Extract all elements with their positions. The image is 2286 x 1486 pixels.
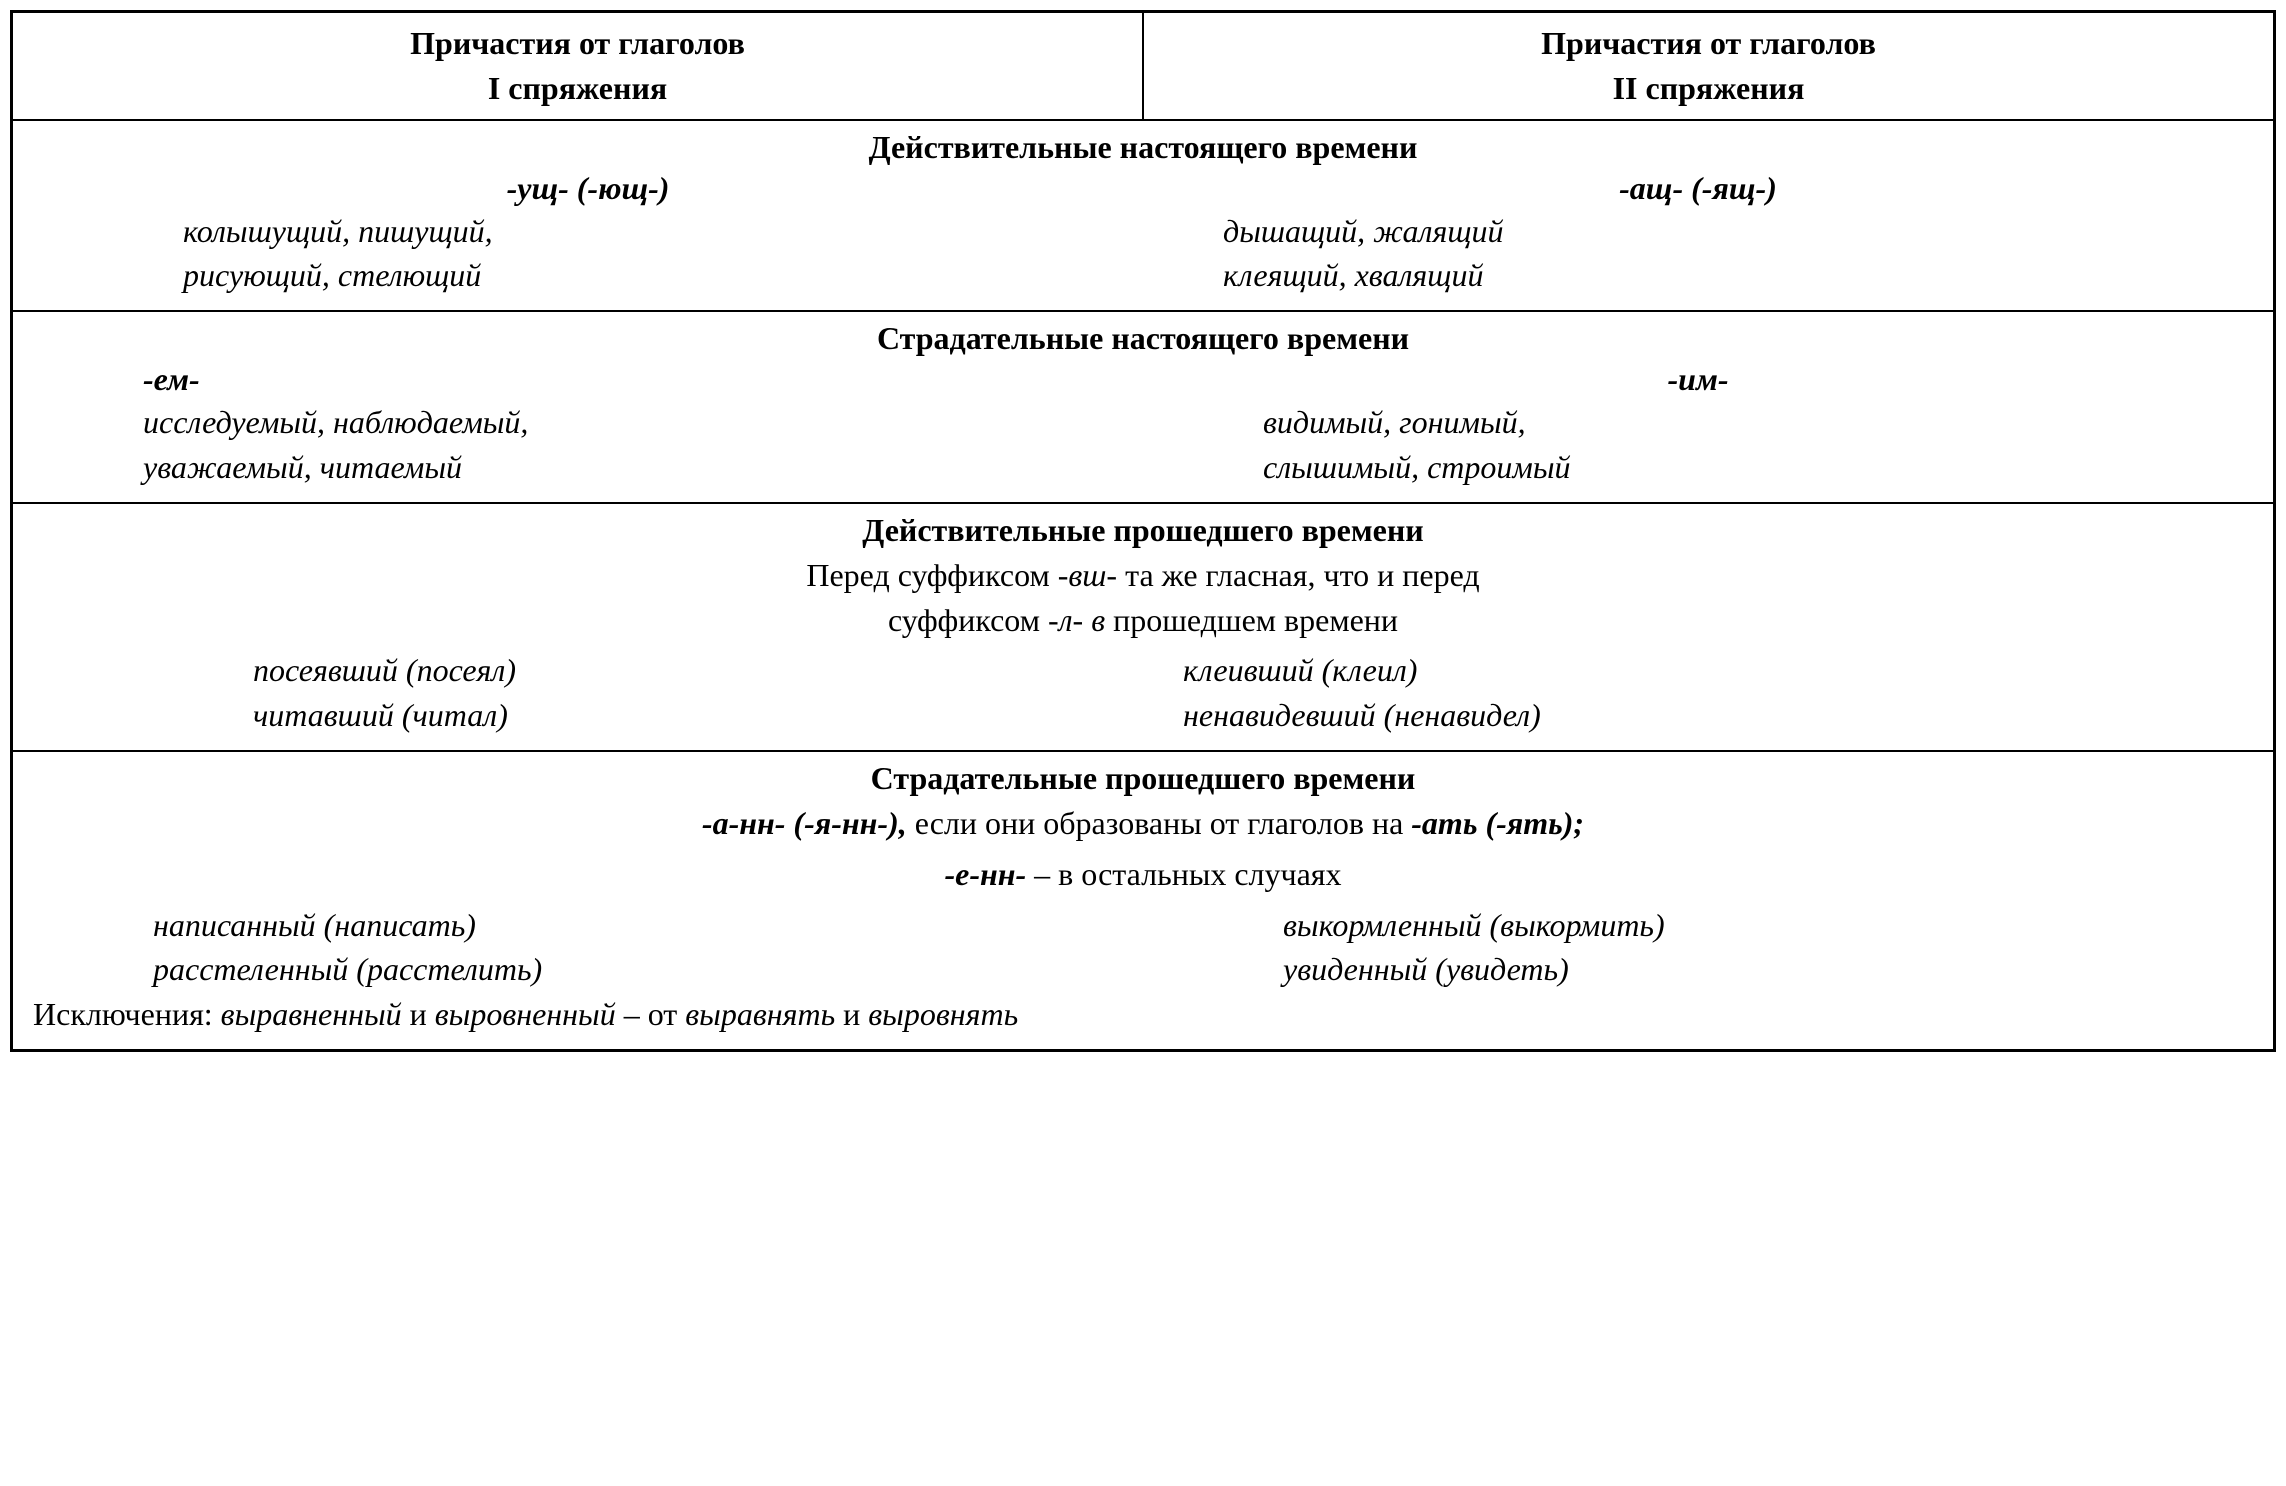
section1-right-ex1: дышащий, жалящий [1223,209,2233,254]
section2-right-suffix: -им- [1163,361,2233,398]
section3-left-ex1: посеявший (посеял) [253,648,1123,693]
section4-left: написанный (написать) расстеленный (расс… [33,903,1143,993]
section1-right-ex2: клеящий, хвалящий [1223,253,2233,298]
section4-right-ex1: выкормленный (выкормить) [1283,903,2233,948]
section3-right-ex2: ненавидевший (ненавидел) [1183,693,2233,738]
section4-left-ex1: написанный (написать) [153,903,1123,948]
section3-rule: Перед суффиксом -вш- та же гласная, что … [33,553,2253,643]
section2-left-suffix: -ем- [53,361,1123,398]
section4-right: выкормленный (выкормить) увиденный (увид… [1143,903,2253,993]
header-left-line2: I спряжения [25,66,1130,111]
section2-right-ex1: видимый, гонимый, [1263,400,2233,445]
section3-rule-suf2: -л- в [1048,602,1105,638]
section4-rule1-suf: -а-нн- (-я-нн-), [702,805,907,841]
section4-rule1-end: -ать (-ять); [1411,805,1584,841]
section2-title: Страдательные настоящего времени [33,320,2253,357]
section1-left-ex2: рисующий, стелющий [183,253,1123,298]
section3-left-examples: посеявший (посеял) читавший (читал) [53,648,1123,738]
exc-label: Исключения: [33,996,221,1032]
section1-left-suffix: -ущ- (-ющ-) [53,170,1123,207]
section3-columns: посеявший (посеял) читавший (читал) клеи… [33,648,2253,738]
section4-right-ex2: увиденный (увидеть) [1283,947,2233,992]
section2-right-examples: видимый, гонимый, слышимый, строимый [1163,400,2233,490]
section-passive-present: Страдательные настоящего времени -ем- ис… [13,312,2273,504]
section2-left: -ем- исследуемый, наблюдаемый, уважаемый… [33,361,1143,490]
exc-w1: выравненный [221,996,402,1032]
section4-rule2-text: – в остальных случаях [1026,856,1341,892]
section2-right: -им- видимый, гонимый, слышимый, строимы… [1143,361,2253,490]
section2-columns: -ем- исследуемый, наблюдаемый, уважаемый… [33,361,2253,490]
exc-and2: и [835,996,868,1032]
section3-rule-pre2: суффиксом [888,602,1048,638]
section3-right: клеивший (клеил) ненавидевший (ненавидел… [1143,648,2253,738]
section2-left-examples: исследуемый, наблюдаемый, уважаемый, чит… [53,400,1123,490]
section3-left-ex2: читавший (читал) [253,693,1123,738]
section3-title: Действительные прошедшего времени [33,512,2253,549]
section1-right-suffix: -ащ- (-ящ-) [1163,170,2233,207]
section1-columns: -ущ- (-ющ-) колышущий, пишущий, рисующий… [33,170,2253,299]
section4-rule2-suf: -е-нн- [944,856,1026,892]
exc-w2: выровненный [435,996,616,1032]
section1-left-examples: колышущий, пишущий, рисующий, стелющий [53,209,1123,299]
section1-left-ex1: колышущий, пишущий, [183,209,1123,254]
exc-from: – от [616,996,686,1032]
section4-rule1-text: если они образованы от глаголов на [907,805,1412,841]
header-right-line1: Причастия от глаголов [1156,21,2261,66]
section3-right-ex1: клеивший (клеил) [1183,648,2233,693]
header-left: Причастия от глаголов I спряжения [13,13,1144,119]
section2-left-ex2: уважаемый, читаемый [143,445,1123,490]
section4-title: Страдательные прошедшего времени [33,760,2253,797]
header-left-line1: Причастия от глаголов [25,21,1130,66]
section1-right-examples: дышащий, жалящий клеящий, хвалящий [1163,209,2233,299]
section3-rule-pre1: Перед суффиксом [806,557,1057,593]
header-right: Причастия от глаголов II спряжения [1144,13,2273,119]
section4-rule1: -а-нн- (-я-нн-), если они образованы от … [33,801,2253,846]
section1-right: -ащ- (-ящ-) дышащий, жалящий клеящий, хв… [1143,170,2253,299]
section-active-past: Действительные прошедшего времени Перед … [13,504,2273,752]
section4-left-ex2: расстеленный (расстелить) [153,947,1123,992]
section4-columns: написанный (написать) расстеленный (расс… [33,903,2253,993]
section2-left-ex1: исследуемый, наблюдаемый, [143,400,1123,445]
section2-right-ex2: слышимый, строимый [1263,445,2233,490]
section-passive-past: Страдательные прошедшего времени -а-нн- … [13,752,2273,1049]
section4-left-examples: написанный (написать) расстеленный (расс… [53,903,1123,993]
section3-rule-suf1: -вш- [1058,557,1117,593]
section3-rule-post1: та же гласная, что и перед [1117,557,1480,593]
header-row: Причастия от глаголов I спряжения Причас… [13,13,2273,121]
section3-rule-post2: прошедшем времени [1105,602,1398,638]
section4-rule2: -е-нн- – в остальных случаях [33,852,2253,897]
section1-left: -ущ- (-ющ-) колышущий, пишущий, рисующий… [33,170,1143,299]
section4-right-examples: выкормленный (выкормить) увиденный (увид… [1163,903,2233,993]
exc-and: и [402,996,435,1032]
header-right-line2: II спряжения [1156,66,2261,111]
exc-v1: выравнять [685,996,835,1032]
section3-right-examples: клеивший (клеил) ненавидевший (ненавидел… [1163,648,2233,738]
main-table: Причастия от глаголов I спряжения Причас… [10,10,2276,1052]
section3-left: посеявший (посеял) читавший (читал) [33,648,1143,738]
exc-v2: выровнять [868,996,1018,1032]
section4-exception: Исключения: выравненный и выровненный – … [33,992,2253,1037]
section-active-present: Действительные настоящего времени -ущ- (… [13,121,2273,313]
section1-title: Действительные настоящего времени [33,129,2253,166]
